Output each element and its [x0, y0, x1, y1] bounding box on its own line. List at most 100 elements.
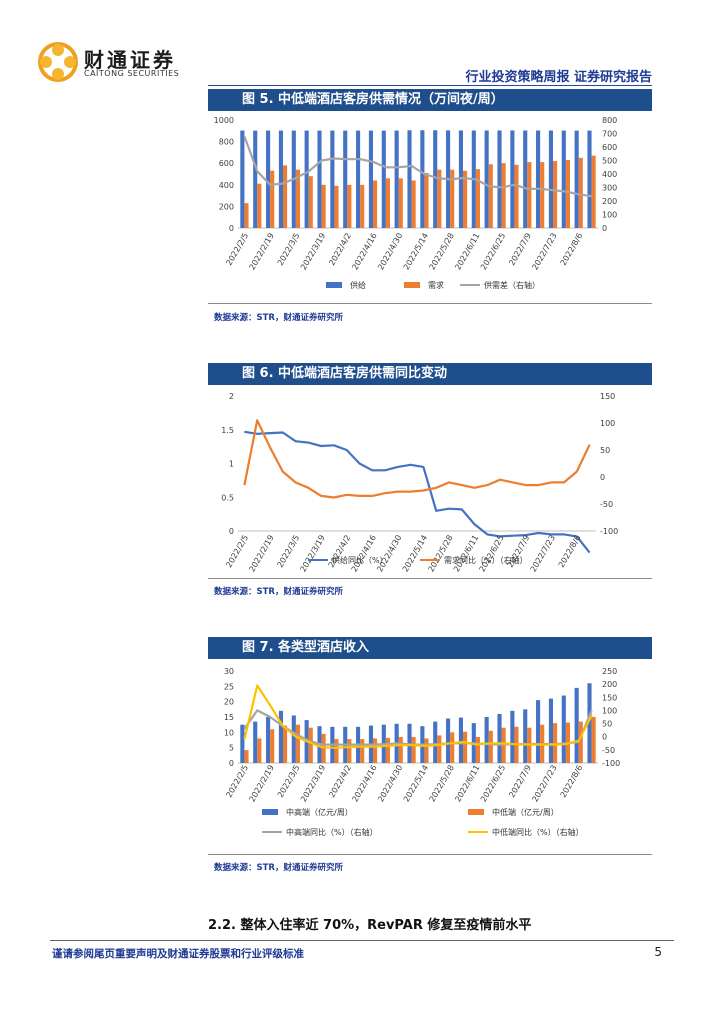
- fig6-x-tick-label: 2022/3/5: [276, 534, 302, 570]
- fig5-bar-a: [497, 130, 502, 228]
- fig6-x-tick-label: 2022/5/14: [401, 534, 429, 574]
- fig5-bar-b: [411, 180, 416, 228]
- fig5-y-tick-label: 200: [219, 202, 234, 211]
- page-number: 5: [654, 945, 662, 959]
- fig6-x-tick-label: 2022/6/25: [478, 534, 506, 574]
- company-logo: 财通证券 CAITONG SECURITIES: [38, 42, 228, 84]
- fig6-line-series-1: [243, 419, 591, 499]
- fig7-bar-b: [450, 732, 455, 763]
- fig6-x-tick-label: 2022/6/11: [452, 534, 480, 574]
- fig7-bar-b: [475, 736, 480, 763]
- fig5-bar-b: [424, 172, 429, 228]
- fig6-line-series-0: [244, 430, 591, 554]
- fig5-bar-a: [561, 130, 566, 228]
- fig7-y-tick-label: 25: [224, 682, 234, 691]
- fig5-bar-a: [368, 130, 373, 228]
- fig7-bar-b: [295, 724, 300, 763]
- fig6-y2-tick-label: 0: [600, 473, 605, 482]
- fig6-x-tick-label: 2022/8/6: [557, 534, 583, 570]
- fig7-y-tick-label: 0: [229, 759, 234, 768]
- fig5-x-tick-label: 2022/7/23: [530, 232, 558, 272]
- fig5-bar-b: [308, 176, 313, 228]
- fig7-x-tick-label: 2022/7/9: [507, 764, 533, 800]
- fig5-y2-tick-label: 600: [602, 143, 617, 152]
- fig5-bar-a: [330, 130, 335, 228]
- fig5-chart: 0 200 400 600 800 1000 0 100 200 300 400 500 600 700 8…: [214, 116, 618, 290]
- fig5-legend-label: 供给: [350, 280, 366, 290]
- fig6-y2-tick-label: 50: [600, 446, 610, 455]
- fig5-x-tick-label: 2022/5/14: [402, 232, 430, 272]
- fig5-y2-tick-label: 700: [602, 130, 617, 139]
- fig7-legend-label: 中低端同比（%）（右轴）: [492, 827, 584, 837]
- fig5-bar-b: [321, 184, 326, 228]
- fig5-x-tick-label: 2022/8/6: [559, 232, 585, 268]
- fig5-divider: [208, 303, 652, 304]
- fig7-bar-a: [587, 683, 592, 763]
- fig7-legend-swatch: [262, 809, 278, 815]
- fig5-bar-b: [463, 170, 468, 228]
- section-heading: 2.2. 整体入住率近 70%，RevPAR 修复至疫情前水平: [208, 918, 532, 933]
- fig5-bar-a: [304, 130, 309, 228]
- fig7-y2-tick-label: -100: [602, 759, 620, 768]
- fig5-bar-a: [433, 130, 438, 228]
- fig5-x-tick-label: 2022/3/19: [299, 232, 327, 272]
- fig5-bar-b: [514, 164, 519, 228]
- fig5-line-series-2: [243, 135, 592, 198]
- fig7-legend-label: 中高端（亿元/周）: [286, 807, 353, 817]
- fig7-bar-b: [385, 737, 390, 763]
- fig7-y-tick-label: 10: [224, 728, 234, 737]
- fig7-x-tick-label: 2022/4/30: [376, 764, 404, 804]
- fig7-bar-b: [398, 736, 403, 763]
- report-title: 行业投资策略周报 证券研究报告: [465, 70, 652, 85]
- fig5-bar-a: [278, 130, 283, 228]
- fig5-bar-b: [540, 162, 545, 228]
- logo-chinese-name: 财通证券: [84, 48, 176, 72]
- fig5-x-tick-label: 2022/2/5: [224, 232, 250, 268]
- fig7-x-tick-label: 2022/6/25: [479, 764, 507, 804]
- fig6-y-tick-label: 0: [229, 527, 234, 536]
- fig5-y2-tick-label: 200: [602, 197, 617, 206]
- fig7-x-tick-label: 2022/4/2: [327, 764, 353, 800]
- fig7-legend-label: 中低端（亿元/周）: [492, 807, 559, 817]
- fig7-bar-a: [433, 721, 438, 763]
- fig7-x-tick-label: 2022/5/28: [428, 764, 456, 804]
- fig7-y-tick-label: 20: [224, 698, 234, 707]
- fig6-x-tick-label: 2022/7/23: [529, 534, 557, 574]
- header-divider: [208, 85, 652, 86]
- fig5-x-tick-label: 2022/3/5: [276, 232, 302, 268]
- fig7-line-series-3: [243, 684, 593, 749]
- fig5-bar-b: [450, 169, 455, 228]
- fig7-y-tick-label: 5: [229, 744, 234, 753]
- fig6-y-tick-label: 2: [229, 392, 234, 401]
- fig5-x-tick-label: 2022/6/25: [479, 232, 507, 272]
- fig6-title: 图 6. 中低端酒店客房供需同比变动: [208, 363, 652, 385]
- fig5-y-tick-label: 0: [229, 224, 234, 233]
- fig7-bar-a: [561, 695, 566, 763]
- fig5-bar-a: [407, 130, 412, 228]
- fig7-bar-b: [334, 739, 339, 763]
- fig7-bar-a: [574, 687, 579, 763]
- fig7-y2-tick-label: 250: [602, 667, 617, 676]
- fig5-bar-b: [385, 178, 390, 228]
- fig7-bar-b: [347, 739, 352, 763]
- fig5-y-tick-label: 800: [219, 138, 234, 147]
- fig5-bar-a: [523, 130, 528, 228]
- fig5-y2-tick-label: 0: [602, 224, 607, 233]
- fig7-x-tick-label: 2022/8/6: [559, 764, 585, 800]
- fig5-source: 数据来源：STR，财通证券研究所: [214, 313, 343, 323]
- fig5-x-tick-label: 2022/5/28: [428, 232, 456, 272]
- fig7-bar-b: [591, 717, 596, 763]
- fig7-bar-b: [463, 731, 468, 763]
- fig7-bar-b: [308, 727, 313, 763]
- fig7-bar-a: [523, 709, 528, 763]
- fig5-y2-tick-label: 500: [602, 157, 617, 166]
- fig7-y2-tick-label: 100: [602, 706, 617, 715]
- fig5-bar-b: [488, 164, 493, 228]
- fig5-bar-b: [270, 170, 275, 228]
- fig7-legend-swatch: [468, 809, 484, 815]
- fig5-bar-b: [565, 159, 570, 228]
- fig5-bar-a: [266, 130, 271, 228]
- fig7-divider: [208, 854, 652, 855]
- fig5-y-tick-label: 600: [219, 159, 234, 168]
- fig7-x-tick-label: 2022/2/19: [248, 764, 276, 804]
